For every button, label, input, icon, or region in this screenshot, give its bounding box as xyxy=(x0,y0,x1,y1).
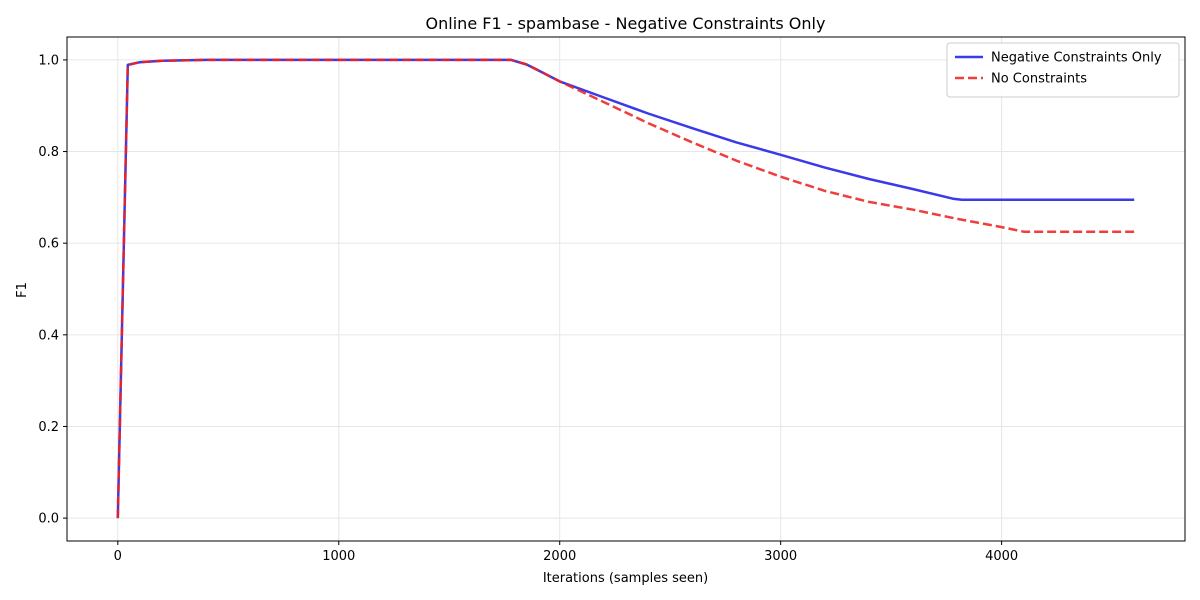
ticks: 0 1000 2000 3000 4000 0.0 0.2 0.4 0.6 0.8 1.0 xyxy=(38,53,1018,564)
x-axis-title: Iterations (samples seen) xyxy=(543,571,708,586)
plot-frame xyxy=(66,36,1186,542)
y-axis-title: F1 xyxy=(15,282,30,298)
series-line-no-constraints xyxy=(116,58,1135,519)
y-tick-label: 0.6 xyxy=(38,237,59,252)
y-tick-label: 0.8 xyxy=(38,145,59,160)
x-tick-label: 3000 xyxy=(764,549,797,564)
series-line-negative-constraints-only xyxy=(116,58,1135,519)
x-tick-label: 4000 xyxy=(985,549,1018,564)
x-tick-label: 0 xyxy=(114,549,122,564)
x-tick-label: 1000 xyxy=(322,549,355,564)
legend-box xyxy=(946,42,1180,98)
y-tick-label: 1.0 xyxy=(38,53,59,68)
legend-label: Negative Constraints Only xyxy=(991,51,1162,66)
y-tick-label: 0.0 xyxy=(38,512,59,527)
x-tick-label: 2000 xyxy=(543,549,576,564)
chart-title: Online F1 - spambase - Negative Constrai… xyxy=(426,14,826,33)
legend: Negative Constraints Only No Constraints xyxy=(946,42,1180,98)
legend-label: No Constraints xyxy=(991,72,1087,87)
y-tick-label: 0.4 xyxy=(38,328,59,343)
y-tick-label: 0.2 xyxy=(38,420,59,435)
series-layer xyxy=(116,58,1135,519)
